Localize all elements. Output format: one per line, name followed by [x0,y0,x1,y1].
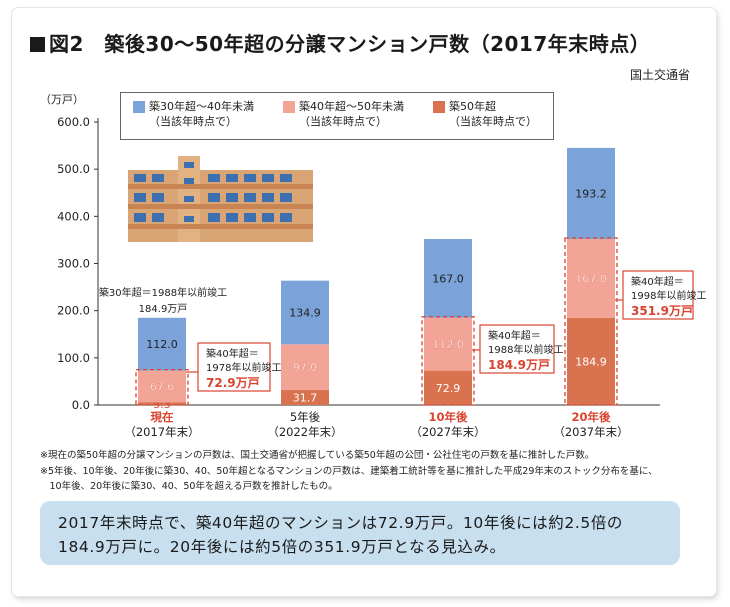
bar-segment [567,239,615,318]
chart-legend: 築30年超〜40年未満 （当該年時点で） 築40年超〜50年未満 （当該年時点で） … [120,92,554,140]
bar-data-label: 167.0 [575,272,607,285]
callout-text: 184.9万戸 [139,303,188,315]
y-tick-label: 600.0 [57,115,90,129]
x-category-year-label: （2027年末） [410,425,485,439]
bar-segment [567,147,615,240]
title-square-icon [30,37,45,52]
highlight-dashed-box [135,368,189,406]
legend-swatch [133,101,145,113]
callout-text: 1978年以前竣工 [206,361,281,374]
footnote-3: 10年後、20年後に築30、40、50年を超える戸数を推計したもの。 [40,481,338,492]
bar-data-label: 31.7 [293,392,318,405]
y-tick-label: 200.0 [57,304,90,318]
bar-data-label: 184.9 [575,355,607,368]
bar-data-label: 167.0 [432,272,464,285]
summary-line-1: 2017年末時点で、築40年超のマンションは72.9万戸。10年後には約2.5倍… [58,514,624,532]
callout-text: 築40年超＝ [631,275,684,288]
x-category-label: 10年後 [428,410,468,424]
bar-segment [281,280,329,345]
bar-segment [138,370,186,403]
callout-value: 351.9万戸 [631,304,693,318]
callout-text: 1998年以前竣工 [631,289,706,302]
footnote-1: ※現在の築50年超の分譲マンションの戸数は、国土交通省が把握している築50年超の… [40,450,595,461]
summary-line-2: 184.9万戸に。20年後には約5倍の351.9万戸となる見込み。 [58,538,506,556]
bar-segment [281,344,329,391]
x-category-label: 20年後 [571,410,611,424]
callout-value: 72.9万戸 [206,376,260,390]
bar-data-label: 72.9 [436,382,461,395]
bar-data-label: 112.0 [146,338,178,351]
callout-box [479,324,555,374]
footnote-2: ※5年後、10年後、20年後に築30、40、50年超となるマンションの戸数は、建… [40,466,658,477]
legend-label: 築50年超 [449,100,496,113]
apartment-building-icon [128,156,313,242]
bar-data-label: 112.0 [432,338,464,351]
callout-text: 1988年以前竣工 [488,343,563,356]
bar-segment [138,317,186,371]
bar-segment [424,239,472,318]
legend-sublabel: （当該年時点で） [299,115,387,128]
bar-data-label: 97.0 [293,361,318,374]
legend-label: 築30年超〜40年未満 [149,100,254,113]
y-tick-label: 100.0 [57,351,90,365]
y-tick-label: 400.0 [57,209,90,223]
callout-text: 築40年超＝ [206,347,259,360]
x-category-label: 5年後 [290,410,321,424]
bar-segment [567,317,615,405]
legend-label: 築40年超〜50年未満 [299,100,404,113]
bar-segment [424,317,472,371]
bar-data-label: 134.9 [289,306,321,319]
summary-box: 2017年末時点で、築40年超のマンションは72.9万戸。10年後には約2.5倍… [40,501,680,565]
legend-sublabel: （当該年時点で） [449,115,537,128]
source-label: 国土交通省 [629,68,690,82]
callout-box [622,270,694,320]
callout-value: 184.9万戸 [488,358,550,372]
x-category-year-label: （2037年末） [553,425,628,439]
bar-segment [138,402,186,405]
x-category-year-label: （2017年末） [124,425,199,439]
y-tick-label: 500.0 [57,162,90,176]
callout-text: 築40年超＝ [488,329,541,342]
y-tick-label: 300.0 [57,257,90,271]
x-category-year-label: （2022年末） [267,425,342,439]
bar-segment [424,370,472,405]
highlight-dashed-box [564,237,618,406]
x-category-label: 現在 [151,410,174,424]
y-tick-label: 0.0 [72,398,90,412]
callout-text: 築30年超＝1988年以前竣工 [99,286,227,299]
legend-sublabel: （当該年時点で） [149,115,237,128]
figure-title: 図2 築後30〜50年超の分譲マンション戸数（2017年末時点） [30,28,650,57]
bar-segment [281,390,329,405]
bar-data-label: 193.2 [575,187,607,200]
y-axis-unit: （万戸） [40,93,84,106]
callout-box [197,342,271,392]
legend-swatch [283,101,295,113]
legend-swatch [433,101,445,113]
bar-data-label: 67.6 [150,381,175,394]
